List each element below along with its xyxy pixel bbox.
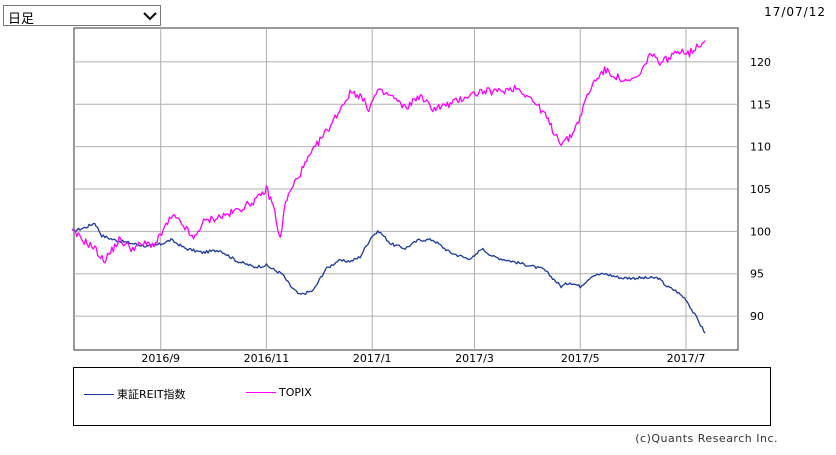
y-tick-label: 105 bbox=[750, 183, 771, 196]
legend-item-topix: TOPIX bbox=[246, 386, 312, 399]
x-tick-label: 2017/7 bbox=[667, 352, 706, 365]
y-tick-label: 115 bbox=[750, 98, 771, 111]
x-tick-label: 2016/11 bbox=[244, 352, 290, 365]
legend: 東証REIT指数 TOPIX bbox=[73, 367, 771, 426]
y-tick-label: 110 bbox=[750, 141, 771, 154]
x-tick-label: 2016/9 bbox=[141, 352, 180, 365]
series-line-reit bbox=[72, 222, 706, 334]
date-stamp: 17/07/12 bbox=[764, 5, 826, 19]
price-chart: 2016/9 2016/11 2017/1 2017/3 2017/5 2017/7 90 9… bbox=[71, 27, 771, 365]
credit: (c)Quants Research Inc. bbox=[635, 432, 778, 445]
x-tick-label: 2017/3 bbox=[455, 352, 494, 365]
y-tick-label: 100 bbox=[750, 225, 771, 238]
y-tick-label: 95 bbox=[750, 268, 764, 281]
y-tick-label: 120 bbox=[750, 56, 771, 69]
x-tick-label: 2017/5 bbox=[561, 352, 600, 365]
legend-label-reit: 東証REIT指数 bbox=[117, 388, 186, 401]
legend-item-reit: 東証REIT指数 bbox=[84, 386, 186, 402]
period-select-value: 日足 bbox=[8, 12, 35, 27]
legend-swatch-topix bbox=[246, 392, 276, 393]
chevron-down-icon bbox=[143, 10, 157, 25]
period-select[interactable]: 日足 bbox=[3, 5, 161, 27]
legend-swatch-reit bbox=[84, 393, 114, 395]
y-tick-label: 90 bbox=[750, 310, 764, 323]
x-tick-label: 2017/1 bbox=[353, 352, 392, 365]
legend-label-topix: TOPIX bbox=[279, 386, 312, 399]
series-line-topix bbox=[71, 40, 706, 264]
